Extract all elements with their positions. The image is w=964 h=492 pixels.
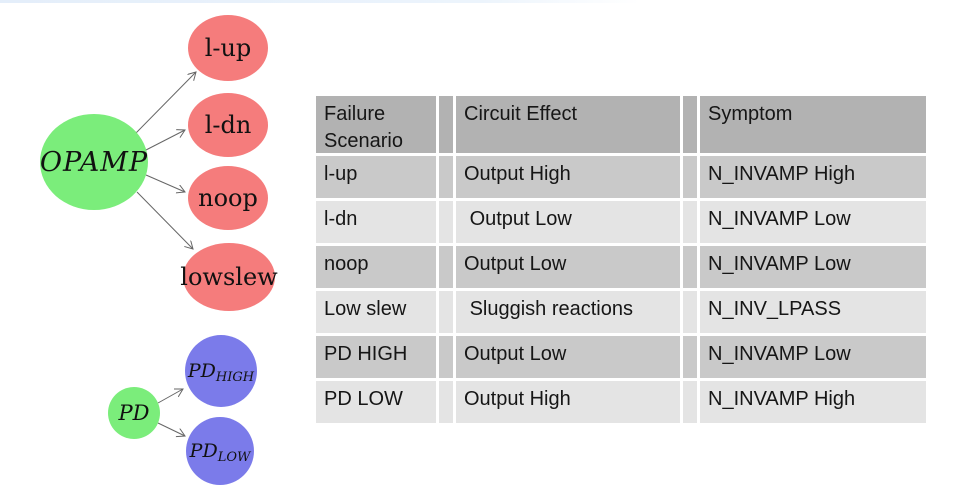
node-ldn-label: l-dn <box>205 111 252 139</box>
node-pdhigh-label: PDHIGH <box>187 360 255 385</box>
node-pdlow-main-text: PD <box>189 440 218 462</box>
row4-spacer-1 <box>439 291 453 333</box>
cell-failure-pdhigh: PD HIGH <box>316 336 436 378</box>
node-pdhigh-shape <box>185 335 257 407</box>
row6-spacer-2 <box>683 381 697 423</box>
node-pdlow-label: PDLOW <box>189 440 252 465</box>
cell-symptom-pdlow: N_INVAMP High <box>700 381 926 423</box>
row3-spacer-2 <box>683 246 697 288</box>
cell-symptom-lowslew: N_INV_LPASS <box>700 291 926 333</box>
cell-failure-lowslew: Low slew <box>316 291 436 333</box>
cell-failure-pdlow: PD LOW <box>316 381 436 423</box>
row2-spacer-1 <box>439 201 453 243</box>
header-spacer-2 <box>683 96 697 153</box>
cell-symptom-pdhigh: N_INVAMP Low <box>700 336 926 378</box>
node-lowslew-label: lowslew <box>180 263 278 291</box>
cell-effect-noop: Output Low <box>456 246 680 288</box>
node-lowslew-shape <box>183 243 275 311</box>
arrow-opamp-to-lowslew <box>136 191 193 249</box>
top-accent-line <box>0 0 640 3</box>
arrow-opamp-to-noop <box>145 174 185 192</box>
row2-spacer-2 <box>683 201 697 243</box>
node-pdhigh-subscript: HIGH <box>215 370 255 385</box>
row6-spacer-1 <box>439 381 453 423</box>
node-ldn-shape <box>188 93 268 157</box>
header-cell-circuit-effect: Circuit Effect <box>456 96 680 153</box>
cell-symptom-noop: N_INVAMP Low <box>700 246 926 288</box>
node-opamp-shape <box>40 114 148 210</box>
cell-effect-lup: Output High <box>456 156 680 198</box>
failure-table: Failure Scenario Circuit Effect Symptom … <box>316 96 926 423</box>
row3-spacer-1 <box>439 246 453 288</box>
arrow-opamp-to-ldn <box>145 130 185 151</box>
header-spacer-1 <box>439 96 453 153</box>
node-lup-label: l-up <box>205 34 252 62</box>
node-opamp-label: OPAMP <box>40 147 148 178</box>
node-pdhigh-main-text: PD <box>187 360 216 382</box>
row1-spacer-2 <box>683 156 697 198</box>
node-pdlow-subscript: LOW <box>217 450 252 465</box>
row4-spacer-2 <box>683 291 697 333</box>
node-pd-label: PD <box>118 401 150 425</box>
fault-tree-diagram: OPAMP l-up l-dn noop lowslew PD PDHIGH P… <box>40 15 278 485</box>
row5-spacer-2 <box>683 336 697 378</box>
header-cell-failure-scenario: Failure Scenario <box>316 96 436 153</box>
cell-failure-lup: l-up <box>316 156 436 198</box>
cell-symptom-lup: N_INVAMP High <box>700 156 926 198</box>
row1-spacer-1 <box>439 156 453 198</box>
cell-symptom-ldn: N_INVAMP Low <box>700 201 926 243</box>
cell-effect-pdlow: Output High <box>456 381 680 423</box>
cell-effect-pdhigh: Output Low <box>456 336 680 378</box>
header-cell-symptom: Symptom <box>700 96 926 153</box>
node-noop-shape <box>188 166 268 230</box>
cell-effect-lowslew: Sluggish reactions <box>456 291 680 333</box>
node-lup-shape <box>188 15 268 81</box>
row5-spacer-1 <box>439 336 453 378</box>
node-pdlow-shape <box>186 417 254 485</box>
cell-failure-noop: noop <box>316 246 436 288</box>
node-noop-label: noop <box>198 184 258 212</box>
node-pd-shape <box>108 387 160 439</box>
arrow-pd-to-pdlow <box>157 422 185 436</box>
arrow-opamp-to-lup <box>135 72 196 134</box>
cell-failure-ldn: l-dn <box>316 201 436 243</box>
cell-effect-ldn: Output Low <box>456 201 680 243</box>
arrow-pd-to-pdhigh <box>157 389 183 404</box>
